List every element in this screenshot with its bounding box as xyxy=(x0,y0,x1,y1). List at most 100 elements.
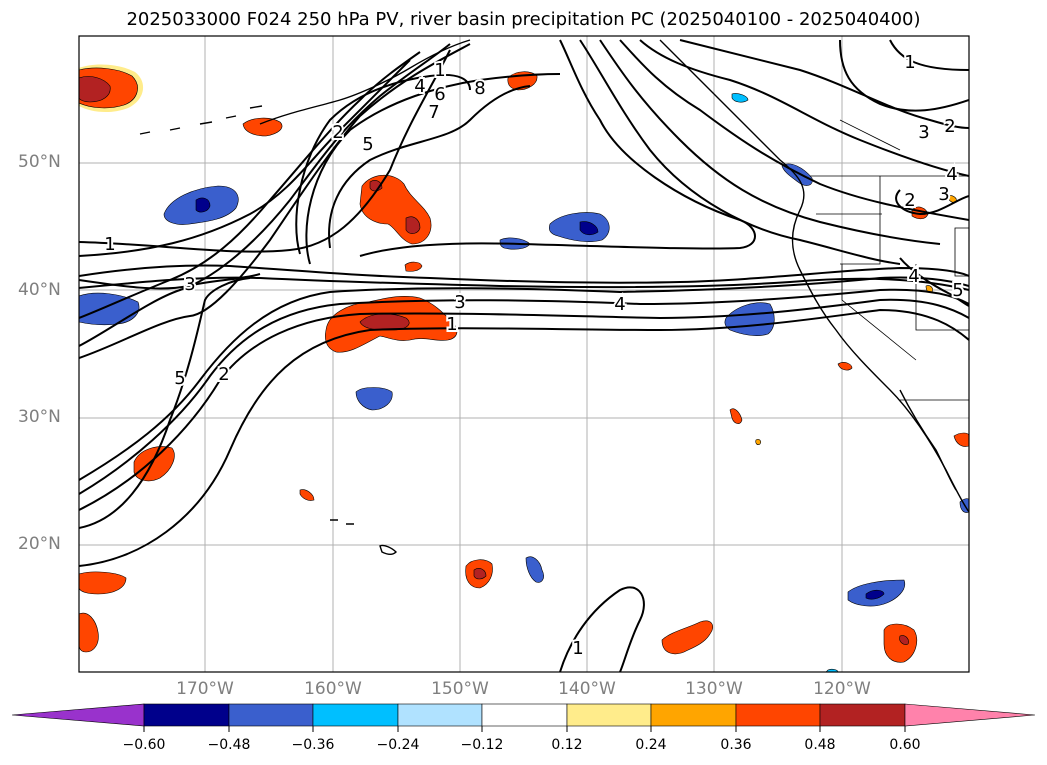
boundaries xyxy=(810,119,969,401)
latitude-label-40n: 40°N xyxy=(18,280,61,300)
colorbar-tick-label: −0.48 xyxy=(207,737,251,753)
positive-patch xyxy=(837,362,853,371)
contour-line xyxy=(79,277,251,529)
contour-label: 1 xyxy=(446,314,457,335)
colorbar-swatch xyxy=(312,703,399,727)
contour-line xyxy=(79,273,261,290)
alaska-coast xyxy=(259,39,471,125)
contour-line xyxy=(79,43,471,359)
islands-sw xyxy=(379,544,397,555)
contour-line xyxy=(619,39,969,221)
contour-line xyxy=(328,85,531,249)
longitude-label-170w: 170°W xyxy=(176,679,234,699)
colorbar-tick-label: −0.60 xyxy=(122,737,166,753)
contour-line xyxy=(79,59,411,257)
latitude-label-50n: 50°N xyxy=(18,152,61,172)
map-frame xyxy=(78,35,970,673)
latitude-label-20n: 20°N xyxy=(18,534,61,554)
contour-line xyxy=(79,264,969,284)
contour-line xyxy=(295,74,471,255)
negative-patch xyxy=(525,556,544,583)
islands-sw xyxy=(330,519,354,525)
colorbar-tick-label: 0.36 xyxy=(720,737,752,753)
contour-label: 5 xyxy=(952,280,963,301)
contour-line xyxy=(79,308,969,567)
contour-label: 4 xyxy=(908,266,919,287)
positive-patch-jet xyxy=(325,296,458,353)
negative-patch xyxy=(355,387,393,411)
positive-patch-nw xyxy=(79,64,144,113)
latitude-label-30n: 30°N xyxy=(18,407,61,427)
longitude-label-140w: 140°W xyxy=(558,679,616,699)
map-title: 2025033000 F024 250 hPa PV, river basin … xyxy=(126,9,921,30)
contour-label: 2 xyxy=(944,116,955,137)
contour-label: 3 xyxy=(938,184,949,205)
coastlines xyxy=(139,39,969,555)
pv-contours xyxy=(79,39,969,672)
contour-line xyxy=(889,39,969,71)
contour-line xyxy=(305,73,561,265)
colorbar-swatch xyxy=(481,703,568,727)
contour-label: 2 xyxy=(904,190,915,211)
contour-label: 3 xyxy=(454,292,465,313)
contour-label: 4 xyxy=(946,164,957,185)
colorbar-tick-label: 0.60 xyxy=(889,737,921,753)
positive-patch xyxy=(79,571,127,595)
colorbar-swatch xyxy=(228,703,314,727)
contour-line xyxy=(79,298,969,511)
baja-coast xyxy=(899,389,957,491)
colorbar-swatch xyxy=(143,703,230,727)
positive-patch-baja xyxy=(883,623,917,663)
contour-line xyxy=(899,257,969,307)
contour-line xyxy=(79,49,451,253)
contour-label: 6 xyxy=(434,84,445,105)
contour-label: 4 xyxy=(614,294,625,315)
colorbar-tick-label: 0.12 xyxy=(551,737,583,753)
colorbar-tick-label: 0.24 xyxy=(635,737,667,753)
longitude-label-150w: 150°W xyxy=(431,679,489,699)
plot-background xyxy=(79,36,969,672)
colorbar-swatch xyxy=(566,703,652,727)
contour-label: 2 xyxy=(218,364,229,385)
positive-patch-hawaii-east xyxy=(465,559,493,589)
contour-line xyxy=(599,39,941,245)
positive-patch xyxy=(133,446,175,482)
colorbar-tick-label: −0.12 xyxy=(460,737,504,753)
aleutian-islands xyxy=(139,105,263,135)
contour-line xyxy=(895,189,969,216)
contour-line xyxy=(639,39,969,177)
colorbar-swatch xyxy=(735,703,821,727)
colorbar-swatch xyxy=(397,703,483,727)
contour-label: 5 xyxy=(362,134,373,155)
negative-patch xyxy=(79,292,140,326)
positive-patch xyxy=(953,432,969,447)
positive-patch xyxy=(79,612,99,653)
contour-label: 1 xyxy=(434,60,445,81)
contour-label: 1 xyxy=(104,234,115,255)
longitude-label-120w: 120°W xyxy=(813,679,871,699)
positive-patch xyxy=(661,620,713,655)
positive-patch xyxy=(755,439,761,445)
contour-label: 7 xyxy=(428,102,439,123)
contour-label: 1 xyxy=(572,638,583,659)
longitude-label-130w: 130°W xyxy=(685,679,743,699)
positive-patch xyxy=(299,489,315,501)
contour-line xyxy=(839,39,969,112)
colorbar-tick-label: −0.24 xyxy=(376,737,420,753)
negative-patch-west xyxy=(163,185,239,225)
colorbar-ticks xyxy=(143,726,906,732)
graticule xyxy=(79,36,969,672)
negative-patch xyxy=(825,668,839,672)
negative-patch-center xyxy=(548,212,610,242)
positive-patch xyxy=(404,261,423,272)
contour-line xyxy=(79,51,421,319)
colorbar-tick-label: 0.48 xyxy=(804,737,836,753)
longitude-label-160w: 160°W xyxy=(304,679,362,699)
contour-label: 3 xyxy=(918,122,929,143)
colorbar xyxy=(11,703,1036,732)
colorbar-tick-label: −0.36 xyxy=(291,737,335,753)
contour-line xyxy=(679,39,969,129)
contour-label: 2 xyxy=(332,122,343,143)
contour-line xyxy=(579,39,901,265)
